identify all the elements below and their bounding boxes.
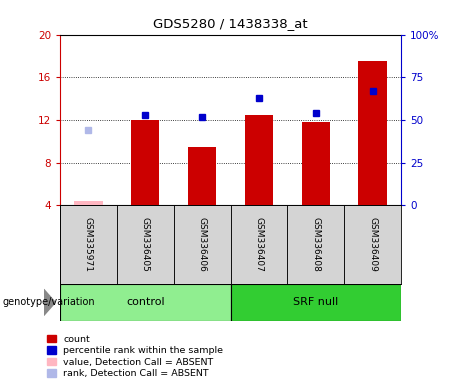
Bar xyxy=(344,205,401,284)
Bar xyxy=(188,147,216,205)
Text: GSM336408: GSM336408 xyxy=(311,217,320,272)
Bar xyxy=(301,122,330,205)
Text: SRF null: SRF null xyxy=(293,297,338,308)
Text: GSM336405: GSM336405 xyxy=(141,217,150,272)
Bar xyxy=(131,120,160,205)
Bar xyxy=(117,205,174,284)
Bar xyxy=(245,115,273,205)
Text: genotype/variation: genotype/variation xyxy=(2,297,95,308)
Polygon shape xyxy=(44,290,55,316)
Text: GSM336406: GSM336406 xyxy=(198,217,207,272)
Text: GSM335971: GSM335971 xyxy=(84,217,93,272)
Text: control: control xyxy=(126,297,165,308)
Bar xyxy=(230,205,287,284)
Bar xyxy=(60,284,230,321)
Bar xyxy=(287,205,344,284)
Bar xyxy=(174,205,230,284)
Text: GDS5280 / 1438338_at: GDS5280 / 1438338_at xyxy=(153,17,308,30)
Bar xyxy=(358,61,387,205)
Text: GSM336409: GSM336409 xyxy=(368,217,377,272)
Text: GSM336407: GSM336407 xyxy=(254,217,263,272)
Bar xyxy=(230,284,401,321)
Bar xyxy=(60,205,117,284)
Bar xyxy=(74,200,102,205)
Legend: count, percentile rank within the sample, value, Detection Call = ABSENT, rank, : count, percentile rank within the sample… xyxy=(46,334,224,379)
